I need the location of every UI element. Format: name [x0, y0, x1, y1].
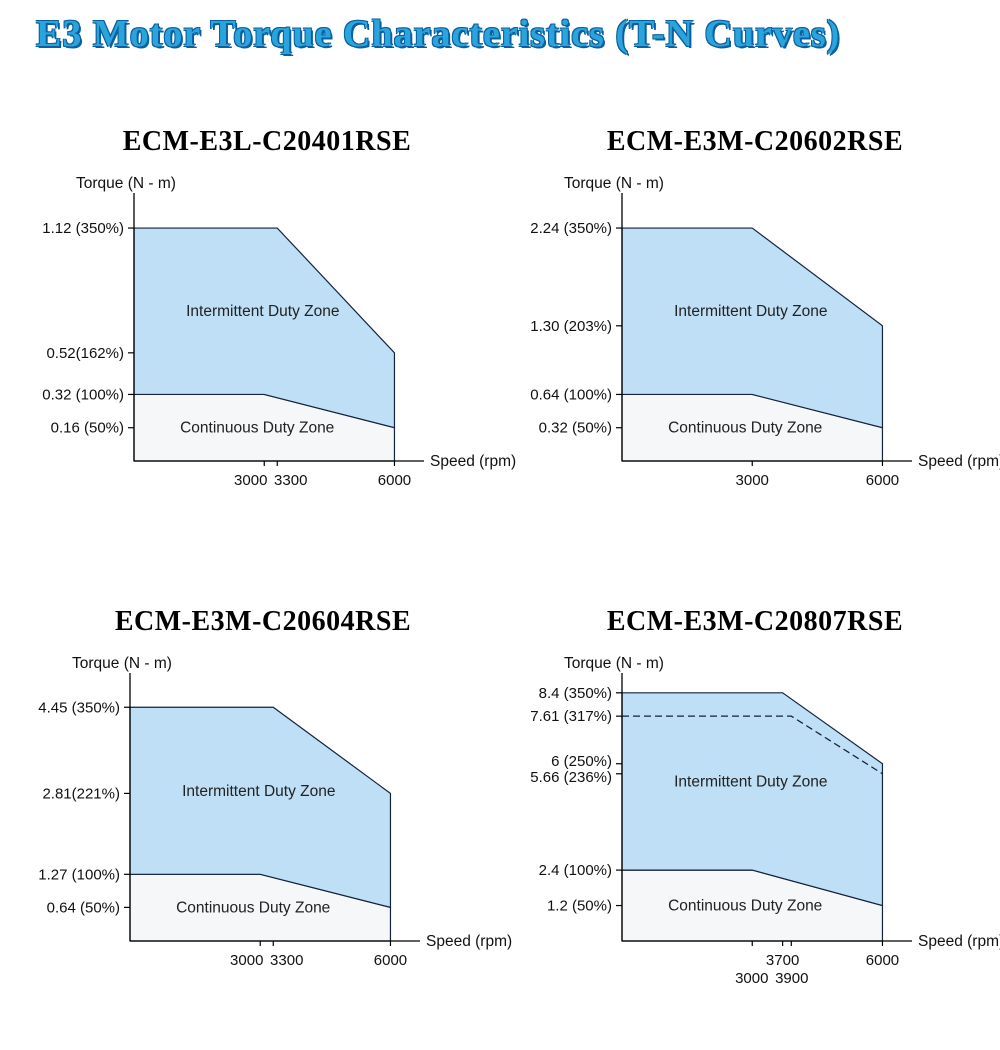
x-tick-label: 6000 [378, 472, 411, 489]
x-tick-label: 3900 [775, 970, 808, 987]
y-tick-label: 1.12 (350%) [42, 220, 124, 237]
continuous-zone-label: Continuous Duty Zone [668, 420, 822, 437]
x-tick-label: 3700 [766, 952, 799, 969]
intermittent-zone-label: Intermittent Duty Zone [182, 783, 335, 800]
y-tick-label: 5.66 (236%) [530, 769, 612, 786]
torque-axis-label: Torque (N - m) [564, 175, 664, 192]
continuous-zone-label: Continuous Duty Zone [176, 900, 330, 917]
chart-title-c20807: ECM-E3M-C20807RSE [606, 606, 904, 637]
chart-title-c20604: ECM-E3M-C20604RSE [114, 606, 412, 637]
chart-title-c20401: ECM-E3L-C20401RSE [122, 126, 412, 157]
torque-axis-label: Torque (N - m) [72, 655, 172, 672]
y-tick-label: 2.4 (100%) [539, 862, 612, 879]
x-tick-label: 3000 [234, 472, 267, 489]
x-tick-label: 3300 [274, 472, 307, 489]
x-tick-label: 3000 [736, 472, 769, 489]
torque-axis-label: Torque (N - m) [76, 175, 176, 192]
y-tick-label: 4.45 (350%) [38, 699, 120, 716]
tn-curve-chart-c20604: 4.45 (350%) 2.81(221%) 1.27 (100%) 0.64 (50… [38, 655, 512, 969]
speed-axis-label: Speed (rpm) [430, 453, 516, 470]
tn-curve-chart-c20602: 2.24 (350%) 1.30 (203%) 0.64 (100%) 0.32 (5… [530, 175, 1000, 489]
y-tick-label: 0.16 (50%) [51, 420, 124, 437]
chart-block-c20807: ECM-E3M-C20807RSE 8.4 (350%) 7.61 (317%) 6… [510, 602, 1000, 996]
y-tick-label: 0.64 (100%) [530, 386, 612, 403]
y-tick-label: 1.27 (100%) [38, 866, 120, 883]
speed-axis-label: Speed (rpm) [918, 453, 1000, 470]
y-tick-label: 1.2 (50%) [547, 898, 612, 915]
chart-block-c20401: ECM-E3L-C20401RSE 1.12 (350%) 0.52(162%) 0… [22, 122, 516, 516]
y-tick-label: 1.30 (203%) [530, 318, 612, 335]
x-tick-label: 3000 [735, 970, 768, 987]
speed-axis-label: Speed (rpm) [918, 933, 1000, 950]
tn-curve-chart-c20807: 8.4 (350%) 7.61 (317%) 6 (250%)5.66 (236%)… [530, 655, 1000, 987]
intermittent-zone-label: Intermittent Duty Zone [674, 773, 827, 790]
y-tick-label: 7.61 (317%) [530, 708, 612, 725]
y-tick-label: 6 (250%) [551, 753, 612, 770]
chart-title-c20602: ECM-E3M-C20602RSE [606, 126, 904, 157]
torque-axis-label: Torque (N - m) [564, 655, 664, 672]
x-tick-label: 3300 [270, 952, 303, 969]
derated-dashed-line [622, 715, 883, 775]
page-title: E3 Motor Torque Characteristics (T-N Cur… [36, 13, 841, 55]
continuous-zone-label: Continuous Duty Zone [668, 898, 822, 915]
y-tick-label: 8.4 (350%) [539, 685, 612, 702]
x-tick-label: 6000 [866, 952, 899, 969]
chart-block-c20602: ECM-E3M-C20602RSE 2.24 (350%) 1.30 (203%)… [510, 122, 1000, 516]
continuous-zone-label: Continuous Duty Zone [180, 420, 334, 437]
x-tick-label: 6000 [866, 472, 899, 489]
y-tick-label: 2.81(221%) [42, 785, 120, 802]
x-tick-label: 3000 [230, 952, 263, 969]
y-tick-label: 0.32 (50%) [539, 420, 612, 437]
speed-axis-label: Speed (rpm) [426, 933, 512, 950]
x-tick-label: 6000 [374, 952, 407, 969]
y-tick-label: 0.64 (50%) [47, 899, 120, 916]
y-tick-label: 0.52(162%) [46, 345, 124, 362]
tn-curve-chart-c20401: 1.12 (350%) 0.52(162%) 0.32 (100%) 0.16 (50… [42, 175, 516, 489]
y-tick-label: 0.32 (100%) [42, 386, 124, 403]
y-tick-label: 2.24 (350%) [530, 220, 612, 237]
intermittent-zone-label: Intermittent Duty Zone [674, 303, 827, 320]
chart-block-c20604: ECM-E3M-C20604RSE 4.45 (350%) 2.81(221%) 1… [18, 602, 512, 996]
intermittent-zone-label: Intermittent Duty Zone [186, 303, 339, 320]
